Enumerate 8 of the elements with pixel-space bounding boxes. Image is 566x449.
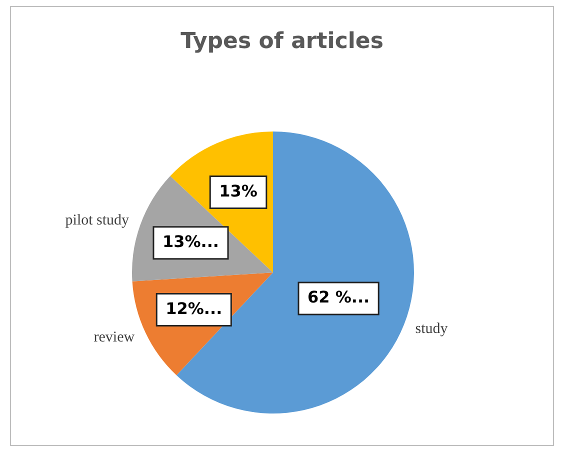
data-label: 62 %...	[307, 288, 370, 307]
data-label: 13%	[219, 181, 258, 200]
chart-title: Types of articles	[180, 29, 384, 54]
data-label: 12%...	[166, 298, 222, 318]
slice-label: study	[415, 320, 448, 337]
data-label: 13%...	[162, 232, 220, 252]
slice-label: review	[94, 330, 135, 346]
slice-label: pilot study	[65, 212, 130, 229]
